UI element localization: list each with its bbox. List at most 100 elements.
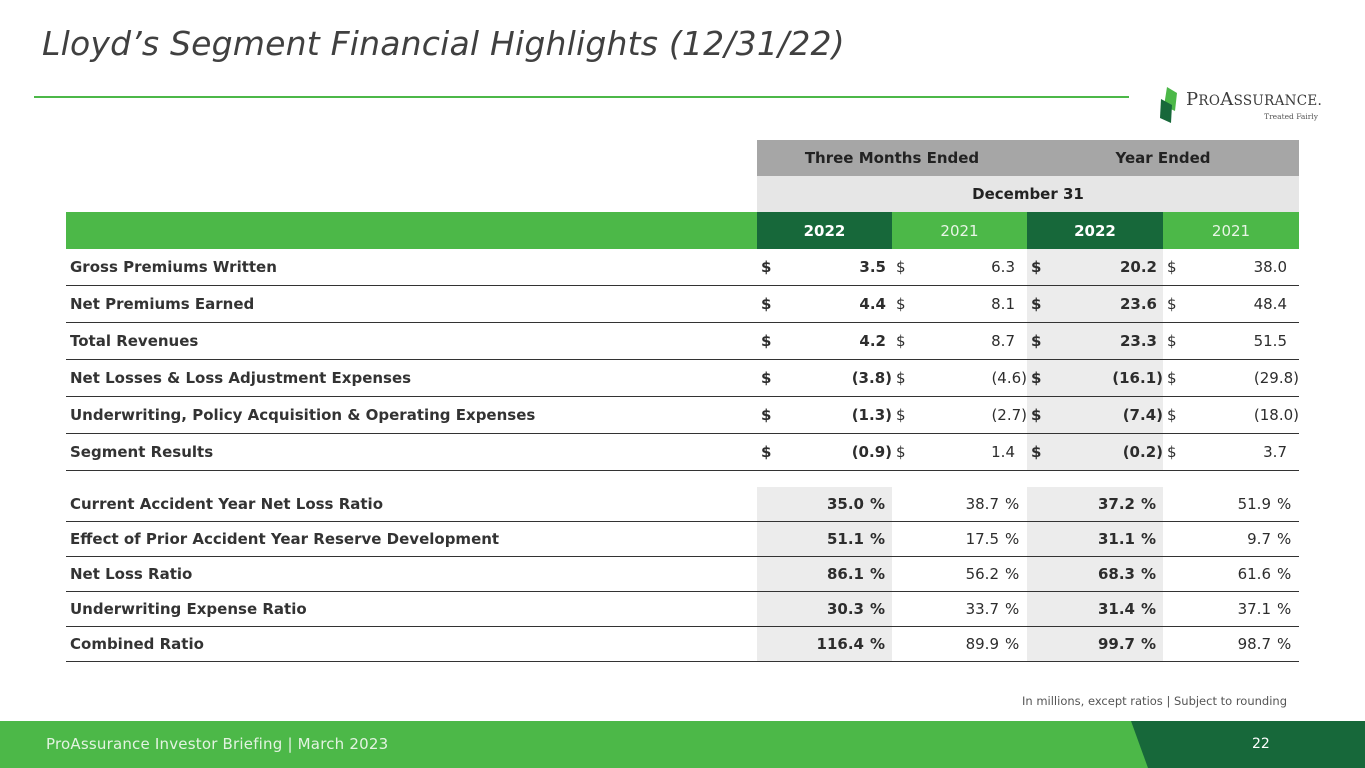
currency-symbol: $ — [761, 332, 772, 350]
footer-text: ProAssurance Investor Briefing | March 2… — [46, 735, 389, 753]
value-y-2021: 48.4 — [1253, 295, 1287, 313]
ratio-y-2022: 37.2 — [1097, 495, 1135, 513]
table-row: Current Accident Year Net Loss Ratio 35.… — [66, 487, 1299, 522]
footer-bar: ProAssurance Investor Briefing | March 2… — [0, 721, 1365, 768]
header-period: December 31 — [757, 176, 1299, 212]
percent-symbol: % — [1141, 600, 1157, 618]
ratio-y-2021: 51.9 — [1237, 495, 1271, 513]
ratio-y-2022: 68.3 — [1097, 565, 1135, 583]
percent-symbol: % — [1277, 600, 1292, 618]
row-label: Total Revenues — [70, 332, 199, 350]
value-y-2021: 3.7 — [1263, 443, 1287, 461]
currency-symbol: $ — [1027, 360, 1067, 396]
table-row: Net Premiums Earned $ 4.4 $ 8.1 $ 23.6 $… — [66, 286, 1299, 323]
currency-symbol: $ — [896, 258, 906, 276]
ratio-q-2022: 86.1 — [826, 565, 864, 583]
header-groups-row: Three Months Ended Year Ended — [66, 140, 1299, 176]
value-q-2021: 8.7 — [991, 332, 1015, 350]
header-year-y-2021: 2021 — [1211, 221, 1251, 240]
header-period-row: December 31 — [66, 176, 1299, 212]
currency-symbol: $ — [761, 369, 772, 387]
percent-symbol: % — [1277, 530, 1292, 548]
ratio-q-2021: 89.9 — [965, 635, 999, 653]
ratio-q-2022: 35.0 — [826, 495, 864, 513]
ratio-q-2021: 56.2 — [965, 565, 999, 583]
percent-symbol: % — [870, 600, 886, 618]
header-years-row: 2022 2021 2022 2021 — [66, 212, 1299, 249]
table-row: Gross Premiums Written $ 3.5 $ 6.3 $ 20.… — [66, 249, 1299, 286]
currency-symbol: $ — [1027, 323, 1067, 359]
currency-symbol: $ — [1167, 443, 1177, 461]
header-year-q-2022: 2022 — [757, 212, 892, 249]
header-year-ended: Year Ended — [1027, 140, 1299, 176]
ratio-y-2021: 37.1 — [1237, 600, 1271, 618]
page-number: 22 — [1252, 736, 1270, 752]
percent-symbol: % — [870, 565, 886, 583]
currency-symbol: $ — [896, 443, 906, 461]
ratio-q-2021: 38.7 — [965, 495, 999, 513]
footer-accent-shape — [1131, 721, 1365, 768]
row-label: Gross Premiums Written — [70, 258, 277, 276]
row-label: Current Accident Year Net Loss Ratio — [70, 495, 383, 513]
percent-symbol: % — [1005, 600, 1020, 618]
percent-symbol: % — [1277, 495, 1292, 513]
currency-symbol: $ — [896, 406, 906, 424]
value-y-2021: 51.5 — [1253, 332, 1287, 350]
row-label: Underwriting Expense Ratio — [70, 600, 307, 618]
percent-symbol: % — [1141, 565, 1157, 583]
table-row: Effect of Prior Accident Year Reserve De… — [66, 522, 1299, 557]
currency-symbol: $ — [761, 443, 772, 461]
percent-symbol: % — [1005, 530, 1020, 548]
value-y-2022: (16.1) — [1067, 360, 1163, 396]
currency-symbol: $ — [1027, 434, 1067, 470]
currency-symbol: $ — [896, 369, 906, 387]
logo-tagline: Treated Fairly — [1264, 112, 1318, 121]
row-label: Underwriting, Policy Acquisition & Opera… — [70, 406, 536, 424]
row-label: Net Premiums Earned — [70, 295, 255, 313]
percent-symbol: % — [1141, 635, 1157, 653]
percent-symbol: % — [1141, 530, 1157, 548]
ratio-y-2021: 98.7 — [1237, 635, 1271, 653]
ratio-y-2021: 61.6 — [1237, 565, 1271, 583]
value-q-2022: (3.8) — [851, 369, 892, 387]
currency-symbol: $ — [761, 406, 772, 424]
row-label: Segment Results — [70, 443, 214, 461]
percent-symbol: % — [1277, 565, 1292, 583]
row-label: Net Losses & Loss Adjustment Expenses — [70, 369, 412, 387]
page-title: Lloyd’s Segment Financial Highlights (12… — [42, 24, 845, 63]
value-y-2021: (29.8) — [1253, 369, 1299, 387]
value-y-2022: (0.2) — [1067, 434, 1163, 470]
value-q-2022: (0.9) — [851, 443, 892, 461]
percent-symbol: % — [1277, 635, 1292, 653]
header-year-y-2022: 2022 — [1027, 212, 1163, 249]
ratio-shade — [1027, 522, 1163, 556]
currency-symbol: $ — [1027, 286, 1067, 322]
value-q-2022: (1.3) — [851, 406, 892, 424]
ratio-y-2022: 31.1 — [1097, 530, 1135, 548]
percent-symbol: % — [870, 495, 886, 513]
ratio-q-2021: 17.5 — [965, 530, 999, 548]
ratio-shade — [1027, 592, 1163, 626]
value-y-2021: 38.0 — [1253, 258, 1287, 276]
table-row: Net Loss Ratio 86.1 % 56.2 % 68.3 % 61.6… — [66, 557, 1299, 592]
ratio-shade — [1027, 487, 1163, 521]
ratio-shade — [757, 487, 892, 521]
ratio-q-2022: 116.4 — [816, 635, 864, 653]
ratio-y-2021: 9.7 — [1247, 530, 1271, 548]
value-q-2021: 8.1 — [991, 295, 1015, 313]
leaf-logo-icon — [1160, 87, 1177, 123]
percent-symbol: % — [1141, 495, 1157, 513]
currency-symbol: $ — [1027, 397, 1067, 433]
ratio-y-2022: 99.7 — [1097, 635, 1135, 653]
percent-symbol: % — [870, 635, 886, 653]
currency-symbol: $ — [1167, 369, 1177, 387]
footnote: In millions, except ratios | Subject to … — [1022, 694, 1287, 708]
table-row: Underwriting, Policy Acquisition & Opera… — [66, 397, 1299, 434]
currency-symbol: $ — [761, 295, 772, 313]
ratio-shade — [1027, 627, 1163, 661]
value-y-2022: (7.4) — [1067, 397, 1163, 433]
table-row: Underwriting Expense Ratio 30.3 % 33.7 %… — [66, 592, 1299, 627]
currency-symbol: $ — [761, 258, 772, 276]
table-row: Total Revenues $ 4.2 $ 8.7 $ 23.3 $ 51.5 — [66, 323, 1299, 360]
table-row: Combined Ratio 116.4 % 89.9 % 99.7 % 98.… — [66, 627, 1299, 662]
